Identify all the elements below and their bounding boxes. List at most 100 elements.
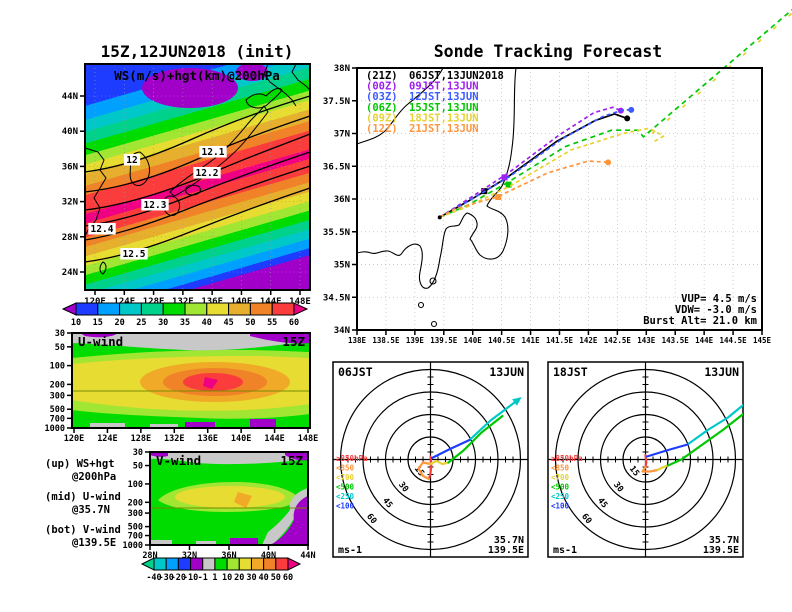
stat-burst-alt: Burst Alt= 21.0 km xyxy=(643,315,757,327)
sonde-legend-utc: (21Z) xyxy=(366,70,398,82)
sonde-legend-jst: 15JST,13JUN xyxy=(409,102,479,114)
colorbar-tick-label: -1 xyxy=(198,573,208,583)
sonde-lon-label: 140.5E xyxy=(488,336,516,345)
colorbar-tick-label: 20 xyxy=(234,573,244,583)
pressure-label: 50 xyxy=(55,343,65,353)
colorbar-tick-label: 25 xyxy=(136,318,146,328)
colorbar-segment xyxy=(228,302,251,316)
hodo-legend-item: <500 xyxy=(336,483,355,492)
hodo-legend-item: <100 xyxy=(551,502,570,511)
stat-vdw: VDW= -3.0 m/s xyxy=(675,304,757,316)
sonde-lat-label: 36N xyxy=(334,195,350,205)
hodo-right-units: ms-1 xyxy=(553,545,577,556)
hodo-trace xyxy=(645,443,689,458)
sonde-lon-label: 143E xyxy=(637,336,656,345)
uwind-lon-label: 136E xyxy=(197,434,217,444)
trajectory-marker xyxy=(495,194,502,201)
sonde-tracking-panel: Sonde Tracking Forecast 138E 138.5E 139E 13… xyxy=(323,8,792,345)
ws-map-lat-label: 24N xyxy=(62,268,78,278)
ws-map-lon-label: 132E xyxy=(172,297,194,307)
sonde-axes: 138E 138.5E 139E 139.5E 140E 140.5E 141E 141.5E… xyxy=(323,64,772,345)
ws-map-colorbar: 10 15 20 25 30 35 40 45 50 55 60 xyxy=(61,302,309,328)
ws-map-title: 15Z,12JUN2018 (init) xyxy=(101,42,294,61)
colorbar-tick-label: -10 xyxy=(183,573,198,583)
uwind-label: U-wind xyxy=(78,334,123,349)
pressure-label: 1000 xyxy=(45,424,65,434)
uwind-field xyxy=(72,333,310,428)
ws-map-field-label: WS(m/s)+hgt(km)@200hPa xyxy=(114,68,280,83)
sonde-title: Sonde Tracking Forecast xyxy=(434,42,662,61)
colorbar-tick-label: 15 xyxy=(93,318,103,328)
pressure-label: 100 xyxy=(50,362,65,372)
pressure-label: 700 xyxy=(128,532,143,542)
colorbar-tick-label: 35 xyxy=(180,318,190,328)
sonde-trajectories xyxy=(437,8,792,220)
ws-map-frame xyxy=(84,63,311,291)
colorbar-segment xyxy=(165,557,179,571)
panel-note: @139.5E xyxy=(72,537,116,549)
ws-map-lon-label: 136E xyxy=(201,297,223,307)
hodo-right-lon: 139.5E xyxy=(703,545,739,556)
sonde-lat-label: 37.5N xyxy=(323,97,350,107)
panel-note: (up) WS+hgt xyxy=(45,458,115,470)
sonde-legend-jst: 21JST,13JUN xyxy=(409,123,479,135)
colorbar-segment xyxy=(119,302,142,316)
colorbar-tick-label: 40 xyxy=(202,318,212,328)
uwind-frame xyxy=(71,332,311,429)
ws-map-lon-label: 148E xyxy=(289,297,311,307)
pressure-label: 30 xyxy=(55,329,65,339)
sonde-lon-label: 139.5E xyxy=(430,336,458,345)
panel-note: @35.7N xyxy=(72,504,110,516)
hodo-arrowhead xyxy=(512,397,522,406)
pressure-label: 30 xyxy=(133,448,143,458)
colorbar-segment xyxy=(177,557,192,571)
hodograph-18jst: 18JST 13JUN ms-1 35.7N 139.5E 15304560≥8… xyxy=(547,361,744,558)
hodo-trace xyxy=(468,401,516,442)
hodo-ring-label: 30 xyxy=(396,480,410,494)
sonde-lon-label: 145E xyxy=(753,336,772,345)
vwind-label: V-wind xyxy=(156,453,201,468)
hodo-trace xyxy=(644,453,648,469)
ws-map-lon-label: 144E xyxy=(260,297,282,307)
colorbar-tick-label: 60 xyxy=(283,573,293,583)
sonde-lon-label: 141E xyxy=(522,336,541,345)
shared-colorbar: -40-30-20-10 -1 1 10 20 30 40 50 60 xyxy=(140,557,302,583)
ws-map-lon-label: 124E xyxy=(113,297,135,307)
sonde-lon-label: 138E xyxy=(348,336,367,345)
sonde-lat-label: 34.5N xyxy=(323,293,350,303)
sonde-legend-utc: (09Z) xyxy=(366,112,398,124)
hodo-legend-item: <100 xyxy=(336,502,355,511)
ws-map-lon-label: 128E xyxy=(143,297,165,307)
hodograph-06jst: 06JST 13JUN ms-1 35.7N 139.5E 15304560≥8… xyxy=(332,361,529,558)
contour-label: 12.1 xyxy=(202,147,225,158)
sonde-legend-jst: 12JST,13JUN xyxy=(409,91,479,103)
contour-label-box xyxy=(199,146,227,158)
ws-map-lat-label: 36N xyxy=(62,162,78,172)
sonde-legend-jst: 09JST,13JUN xyxy=(409,81,479,93)
hodo-left-time: 06JST xyxy=(338,365,373,379)
colorbar-tick-label: 60 xyxy=(289,318,299,328)
trajectory-03Z xyxy=(439,109,632,219)
panel-note: @200hPa xyxy=(72,471,116,483)
ws-map-lat-label: 44N xyxy=(62,92,78,102)
colorbar-segment xyxy=(250,557,265,571)
colorbar-segment xyxy=(75,302,99,316)
trajectory-marker xyxy=(501,174,508,181)
colorbar-segment xyxy=(238,557,252,571)
ws-map-lat-label: 28N xyxy=(62,233,78,243)
colorbar-segment xyxy=(226,557,240,571)
colorbar-tick-label: 40 xyxy=(259,573,269,583)
pressure-label: 300 xyxy=(50,391,65,401)
sonde-lat-label: 38N xyxy=(334,64,350,74)
colorbar-arrow-left xyxy=(61,302,77,316)
sonde-lon-label: 140E xyxy=(464,336,483,345)
contour-label: 12.2 xyxy=(196,168,219,179)
hodo-left-units: ms-1 xyxy=(338,545,362,556)
sonde-lon-label: 144.5E xyxy=(720,336,748,345)
colorbar-tick-label: 20 xyxy=(114,318,124,328)
